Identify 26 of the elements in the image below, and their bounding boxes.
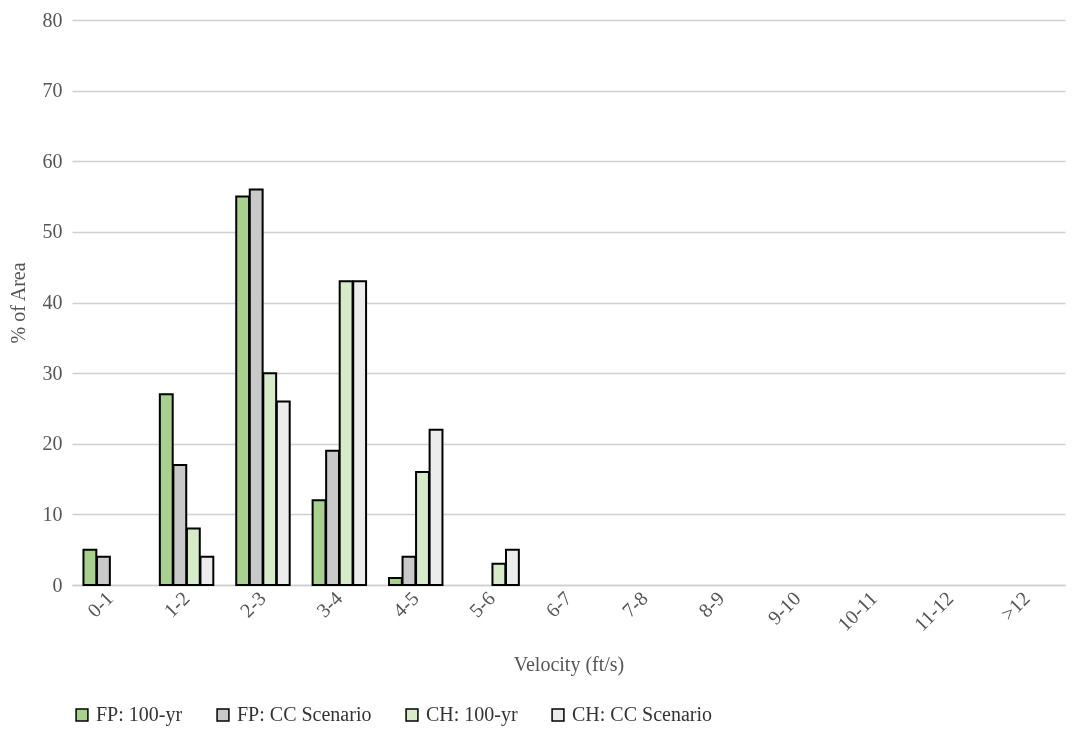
x-tick-label: 5-6	[464, 587, 500, 622]
legend-label: FP: CC Scenario	[237, 703, 372, 725]
x-tick-label: 8-9	[693, 587, 729, 622]
y-tick-label: 50	[42, 220, 63, 243]
x-tick-label: 6-7	[541, 587, 576, 622]
y-tick-label: 70	[42, 79, 63, 102]
legend-label: CH: CC Scenario	[572, 703, 712, 725]
x-tick-label: 0-1	[82, 587, 118, 622]
y-tick-label: 40	[42, 291, 63, 313]
y-tick-label: 80	[42, 8, 63, 31]
x-tick-label: >12	[996, 587, 1034, 625]
y-tick-label: 0	[52, 573, 63, 596]
x-tick-label: 3-4	[312, 587, 347, 622]
y-tick-label: 20	[42, 432, 63, 455]
x-tick-label: 9-10	[763, 587, 805, 629]
x-tick-label: 4-5	[388, 587, 423, 622]
legend-label: CH: 100-yr	[426, 703, 518, 726]
x-tick-label: 7-8	[617, 587, 652, 622]
x-tick-label: 1-2	[159, 587, 194, 622]
legend-label: FP: 100-yr	[96, 703, 183, 726]
y-tick-label: 60	[42, 149, 63, 172]
y-tick-label: 30	[42, 361, 63, 384]
x-tick-label: 2-3	[235, 587, 271, 622]
y-axis-title: % of Area	[6, 262, 29, 344]
x-axis-title: Velocity (ft/s)	[513, 653, 625, 677]
y-tick-label: 10	[42, 502, 63, 525]
